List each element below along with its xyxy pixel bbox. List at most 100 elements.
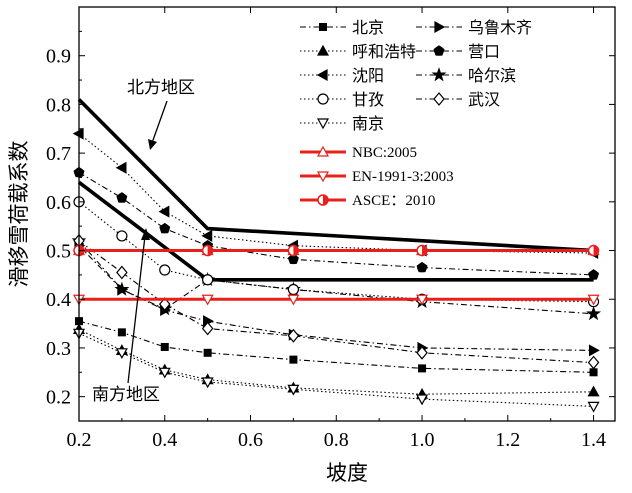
- envelope-north: [77, 98, 594, 253]
- x-tick-label: 0.8: [324, 429, 349, 451]
- data-point-shape: [159, 264, 171, 276]
- legend-label: ASCE：2010: [352, 193, 435, 209]
- data-point: [587, 294, 600, 306]
- legend-marker: [431, 67, 447, 82]
- series-0: [75, 317, 598, 377]
- legend-marker-half: [323, 195, 328, 205]
- legend-marker-shape: [434, 20, 446, 34]
- data-point: [588, 344, 600, 357]
- x-tick-label: 0.6: [238, 429, 263, 451]
- legend-marker: [316, 44, 330, 56]
- data-point-shape: [416, 261, 428, 273]
- legend-label: 哈尔滨: [468, 66, 516, 85]
- legend-marker: [433, 45, 445, 56]
- data-point: [114, 281, 130, 296]
- data-point-shape: [158, 205, 170, 218]
- data-point-shape: [201, 321, 214, 336]
- data-point-half: [293, 245, 299, 256]
- data-point: [117, 328, 126, 337]
- data-point: [116, 192, 128, 203]
- data-point-shape: [116, 230, 128, 242]
- data-point: [416, 345, 428, 360]
- data-point-shape: [588, 344, 600, 357]
- data-point-shape: [586, 306, 602, 321]
- legend-item: 呼和浩特: [300, 42, 416, 61]
- data-point-shape: [588, 269, 599, 280]
- data-point: [116, 265, 128, 280]
- y-tick-label: 0.7: [46, 143, 71, 165]
- data-point: [289, 355, 298, 364]
- data-point: [115, 348, 128, 360]
- legend-marker-shape: [317, 93, 329, 105]
- data-point: [416, 261, 428, 273]
- data-point: [287, 253, 299, 265]
- annotation-south-arrowhead: [141, 228, 150, 240]
- data-point-shape: [201, 377, 214, 389]
- data-point-shape: [289, 355, 298, 364]
- series-7: [73, 233, 600, 370]
- y-tick-label: 0.8: [46, 94, 71, 116]
- x-tick-label: 1.0: [410, 429, 435, 451]
- legend-item: 北京: [300, 18, 384, 37]
- data-point: [587, 244, 600, 257]
- data-point: [588, 269, 599, 280]
- data-point-half: [593, 245, 599, 256]
- legend-marker-shape: [316, 145, 330, 157]
- data-point: [202, 274, 214, 286]
- envelope-south: [77, 180, 594, 282]
- legend-marker: [433, 92, 445, 106]
- y-tick-label: 0.5: [46, 241, 71, 263]
- legend-item: 沈阳: [300, 66, 384, 85]
- annotation-south-arrow: [127, 235, 146, 384]
- legend-label: 甘孜: [352, 90, 384, 109]
- legend-item: 哈尔滨: [416, 66, 516, 85]
- data-point: [201, 229, 213, 242]
- plot-area: [71, 98, 602, 413]
- data-point: [201, 377, 214, 389]
- data-point: [159, 264, 171, 276]
- series-line: [78, 320, 594, 373]
- x-axis-title: 坡度: [326, 461, 368, 485]
- legend-item: 甘孜: [300, 90, 384, 109]
- data-point-shape: [287, 253, 299, 265]
- data-point: [201, 321, 214, 336]
- data-point-shape: [587, 355, 600, 370]
- legend-marker-shape: [316, 68, 328, 82]
- legend-marker: [316, 171, 330, 183]
- legend-marker-shape: [316, 118, 330, 130]
- data-point-shape: [116, 192, 128, 203]
- data-point-shape: [587, 401, 600, 413]
- legend-marker: [316, 68, 328, 82]
- data-point-shape: [158, 367, 171, 379]
- legend-label: 乌鲁木齐: [468, 18, 532, 37]
- legend-item: 营口: [416, 42, 500, 61]
- data-point-shape: [287, 328, 300, 343]
- data-point-shape: [201, 229, 213, 242]
- legend-marker-shape: [316, 171, 330, 183]
- annotation-north-arrowhead: [148, 139, 157, 150]
- data-point: [589, 368, 598, 377]
- data-point-shape: [203, 348, 212, 357]
- data-point-shape: [115, 161, 127, 174]
- legend-label: 北京: [352, 18, 384, 37]
- legend-item: 武汉: [416, 90, 500, 109]
- data-point: [158, 367, 171, 379]
- legend-label: 南京: [352, 114, 384, 133]
- data-point: [418, 364, 427, 373]
- series-line: [78, 240, 594, 364]
- data-point: [416, 294, 429, 306]
- data-point: [159, 222, 171, 234]
- legend-marker-shape: [319, 23, 327, 31]
- data-point-shape: [589, 368, 598, 377]
- legend-label: EN-1991-3:2003: [352, 169, 454, 185]
- data-point-shape: [201, 294, 214, 306]
- y-tick-label: 0.3: [46, 338, 71, 360]
- data-point-shape: [202, 274, 214, 286]
- data-point-shape: [287, 294, 300, 306]
- data-point-shape: [160, 342, 169, 351]
- plot-frame: [78, 6, 616, 422]
- legend-label: 沈阳: [352, 66, 384, 85]
- data-point-shape: [416, 345, 428, 360]
- data-point: [115, 161, 127, 174]
